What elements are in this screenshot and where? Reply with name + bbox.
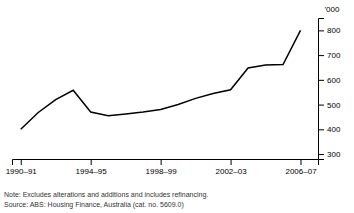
- x-tick-label: 2006–07: [285, 167, 317, 176]
- x-tick-label: 1994–95: [76, 167, 108, 176]
- y-tick: 400: [318, 125, 341, 134]
- y-tick-label: 400: [327, 125, 341, 134]
- y-tick-mark: [318, 80, 324, 81]
- y-tick-label: 700: [327, 51, 341, 60]
- x-axis-line: [13, 160, 319, 166]
- x-tick-label: 1990–91: [6, 167, 38, 176]
- y-tick-mark: [318, 154, 324, 155]
- x-tick-mark: [301, 159, 302, 165]
- notes: Note: Excludes alterations and additions…: [4, 191, 208, 209]
- x-tick: 1990–91: [6, 159, 38, 176]
- x-tick-mark: [21, 159, 22, 165]
- y-tick: 300: [318, 150, 341, 159]
- y-tick-label: 500: [327, 101, 341, 110]
- x-tick-mark: [161, 159, 162, 165]
- y-tick: 600: [318, 76, 341, 85]
- data-line: [21, 30, 301, 129]
- y-label: '000: [325, 5, 340, 14]
- chart: 1990–91 1994–95 1998–99 2002–03 2006–07 300 40…: [0, 0, 354, 213]
- x-axis: 1990–91 1994–95 1998–99 2002–03 2006–07: [6, 159, 319, 176]
- y-tick-mark: [318, 55, 324, 56]
- y-tick: 500: [318, 101, 341, 110]
- x-tick-mark: [231, 159, 232, 165]
- y-tick-label: 600: [327, 76, 341, 85]
- y-tick-mark: [318, 105, 324, 106]
- y-tick-mark: [318, 129, 324, 130]
- x-tick: 2006–07: [285, 159, 317, 176]
- y-tick: 700: [318, 51, 341, 60]
- x-tick: 1994–95: [76, 159, 108, 176]
- x-tick-mark: [91, 159, 92, 165]
- annotation: Source: ABS: Housing Finance, Australia …: [4, 201, 184, 209]
- y-tick: 800: [318, 26, 341, 35]
- marks: [21, 30, 301, 129]
- y-axis-line: [319, 19, 325, 160]
- x-tick: 2002–03: [215, 159, 247, 176]
- x-tick-label: 1998–99: [146, 167, 178, 176]
- plot-area: 1990–91 1994–95 1998–99 2002–03 2006–07 300 40…: [6, 5, 341, 176]
- annotation: Note: Excludes alterations and additions…: [4, 191, 208, 199]
- y-tick-mark: [318, 30, 324, 31]
- y-tick-label: 300: [327, 150, 341, 159]
- x-tick: 1998–99: [146, 159, 178, 176]
- y-tick-label: 800: [327, 26, 341, 35]
- x-tick-label: 2002–03: [215, 167, 247, 176]
- y-axis: 300 400 500 600 700 800: [318, 19, 341, 160]
